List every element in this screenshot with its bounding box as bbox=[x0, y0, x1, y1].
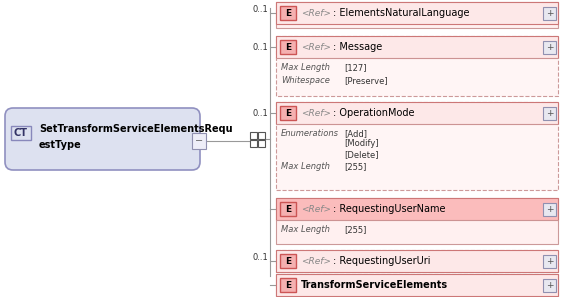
Text: Max Length: Max Length bbox=[281, 225, 330, 234]
Text: : RequestingUserUri: : RequestingUserUri bbox=[333, 256, 431, 266]
Text: +: + bbox=[546, 9, 553, 18]
Bar bbox=[543, 279, 556, 291]
Text: E: E bbox=[285, 42, 291, 51]
Text: 0..1: 0..1 bbox=[252, 253, 268, 262]
Text: +: + bbox=[546, 205, 553, 214]
Text: <Ref>: <Ref> bbox=[301, 42, 331, 51]
Text: : Message: : Message bbox=[333, 42, 382, 52]
Bar bbox=[11, 126, 31, 140]
Bar bbox=[280, 106, 296, 120]
Bar bbox=[276, 102, 558, 190]
Text: E: E bbox=[285, 280, 291, 290]
Bar bbox=[276, 274, 558, 296]
Text: +: + bbox=[546, 257, 553, 266]
Bar bbox=[276, 198, 558, 244]
Text: : RequestingUserName: : RequestingUserName bbox=[333, 204, 446, 214]
Text: <Ref>: <Ref> bbox=[301, 205, 331, 214]
Bar bbox=[280, 278, 296, 292]
Text: [Preserve]: [Preserve] bbox=[344, 76, 387, 85]
Text: TransformServiceElements: TransformServiceElements bbox=[301, 280, 448, 290]
Bar bbox=[276, 2, 558, 28]
Text: E: E bbox=[285, 205, 291, 214]
Text: 0..1: 0..1 bbox=[252, 109, 268, 118]
Text: [255]: [255] bbox=[344, 225, 366, 234]
Bar bbox=[276, 2, 558, 24]
Bar bbox=[280, 202, 296, 216]
Bar bbox=[192, 133, 206, 149]
Bar bbox=[543, 107, 556, 119]
Bar bbox=[543, 7, 556, 20]
Bar bbox=[258, 132, 266, 138]
Text: E: E bbox=[285, 9, 291, 18]
Bar bbox=[280, 40, 296, 54]
Bar bbox=[276, 250, 558, 272]
Text: <Ref>: <Ref> bbox=[301, 108, 331, 118]
Bar bbox=[543, 255, 556, 268]
Bar bbox=[280, 6, 296, 20]
Bar bbox=[276, 274, 558, 296]
Text: Enumerations: Enumerations bbox=[281, 129, 339, 138]
Text: Max Length: Max Length bbox=[281, 162, 330, 171]
Bar bbox=[280, 254, 296, 268]
Bar bbox=[543, 40, 556, 53]
Bar bbox=[276, 250, 558, 272]
Text: : OperationMode: : OperationMode bbox=[333, 108, 414, 118]
FancyBboxPatch shape bbox=[5, 108, 200, 170]
Text: 0..1: 0..1 bbox=[252, 43, 268, 52]
Text: estType: estType bbox=[39, 140, 82, 150]
Bar bbox=[250, 140, 258, 146]
Text: SetTransformServiceElementsRequ: SetTransformServiceElementsRequ bbox=[39, 124, 233, 134]
Text: E: E bbox=[285, 257, 291, 266]
Bar bbox=[276, 198, 558, 220]
Text: : ElementsNaturalLanguage: : ElementsNaturalLanguage bbox=[333, 8, 469, 18]
Text: [255]: [255] bbox=[344, 162, 366, 171]
Text: [Add]
[Modify]
[Delete]: [Add] [Modify] [Delete] bbox=[344, 129, 378, 159]
Text: 0..1: 0..1 bbox=[252, 5, 268, 14]
Text: Whitespace: Whitespace bbox=[281, 76, 330, 85]
Bar bbox=[258, 140, 266, 146]
Text: +: + bbox=[546, 42, 553, 51]
Text: −: − bbox=[195, 136, 203, 146]
Text: E: E bbox=[285, 108, 291, 118]
Bar bbox=[276, 36, 558, 96]
Text: <Ref>: <Ref> bbox=[301, 9, 331, 18]
Bar bbox=[250, 132, 258, 138]
Text: CT: CT bbox=[14, 128, 28, 138]
Text: Max Length: Max Length bbox=[281, 63, 330, 72]
Text: +: + bbox=[546, 280, 553, 290]
Text: [127]: [127] bbox=[344, 63, 366, 72]
Text: +: + bbox=[546, 108, 553, 118]
Bar bbox=[543, 203, 556, 216]
Bar bbox=[276, 36, 558, 58]
Bar bbox=[276, 102, 558, 124]
Text: <Ref>: <Ref> bbox=[301, 257, 331, 266]
